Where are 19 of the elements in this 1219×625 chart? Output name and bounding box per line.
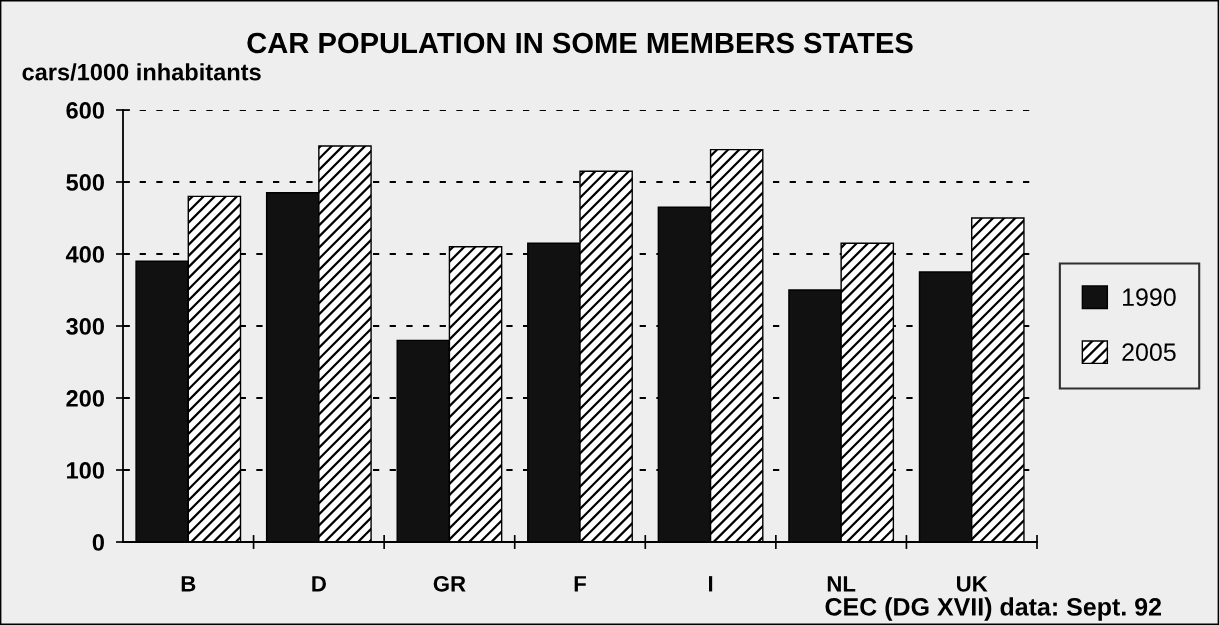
y-tick-label: 500 xyxy=(66,174,104,191)
x-tick-label: F xyxy=(574,576,586,592)
y-axis-title: cars/1000 inhabitants xyxy=(22,63,261,81)
y-tick-label: 300 xyxy=(66,318,104,335)
y-tick-label: 100 xyxy=(67,462,104,479)
y-tick-label: 200 xyxy=(66,390,104,407)
y-tick-label: 400 xyxy=(65,246,104,263)
x-tick-label: UK xyxy=(957,576,988,592)
legend-label: 1990 xyxy=(1123,288,1176,307)
x-tick-label: GR xyxy=(433,575,466,592)
text: CEC (DG XVII) data: Sept. 92 xyxy=(825,597,1162,621)
x-tick-label: B xyxy=(181,576,196,592)
y-tick-label: 600 xyxy=(66,102,104,119)
x-tick-label: I xyxy=(708,576,713,592)
legend-label: 2005 xyxy=(1122,343,1176,361)
y-tick-label: 0 xyxy=(92,534,104,551)
x-tick-label: NL xyxy=(827,576,856,592)
x-tick-label: D xyxy=(312,576,326,592)
chart-title: CAR POPULATION IN SOME MEMBERS STATES xyxy=(247,32,913,54)
